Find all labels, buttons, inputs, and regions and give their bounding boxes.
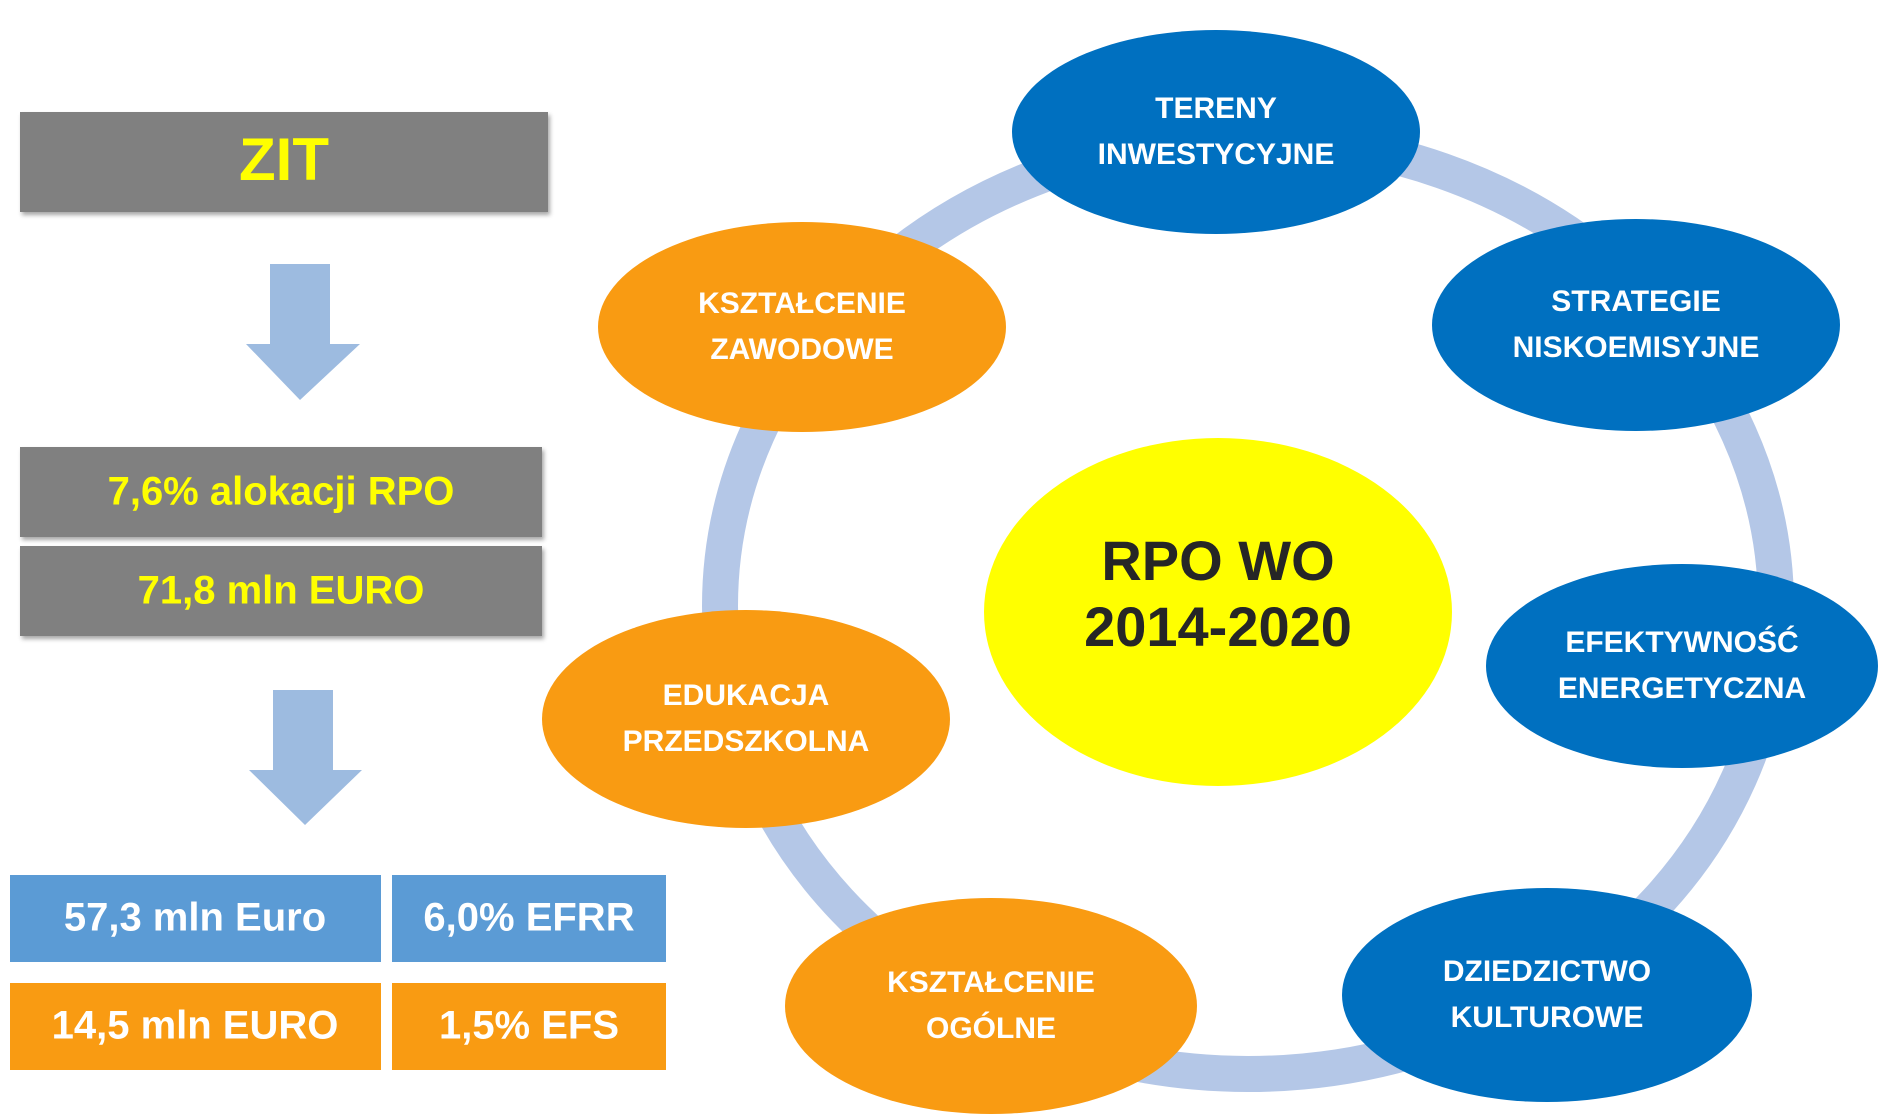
center-label: RPO WO	[1101, 529, 1334, 592]
fund-text: 57,3 mln Euro	[64, 896, 326, 940]
node-label: EFEKTYWNOŚĆ	[1565, 625, 1798, 659]
node-label: KSZTAŁCENIE	[887, 966, 1095, 999]
fund-box	[10, 983, 381, 1070]
allocation-box	[20, 447, 542, 537]
node	[1432, 219, 1840, 431]
allocation-text: 7,6% alokacji RPO	[108, 470, 455, 514]
node-label: OGÓLNE	[926, 1011, 1056, 1045]
node	[785, 898, 1197, 1114]
fund-box	[10, 875, 381, 962]
node-label: PRZEDSZKOLNA	[623, 725, 870, 758]
node-label: KULTUROWE	[1451, 1001, 1644, 1034]
node	[598, 222, 1006, 432]
fund-text: 14,5 mln EURO	[52, 1004, 339, 1048]
node-label: ZAWODOWE	[710, 333, 893, 366]
fund-text: 1,5% EFS	[439, 1004, 619, 1048]
fund-box	[392, 983, 666, 1070]
allocation-box	[20, 546, 542, 636]
arrow	[249, 690, 362, 825]
node	[542, 610, 950, 828]
node	[1342, 888, 1752, 1102]
node-label: INWESTYCYJNE	[1098, 138, 1335, 171]
node-label: NISKOEMISYJNE	[1513, 331, 1760, 364]
fund-box	[392, 875, 666, 962]
node-label: KSZTAŁCENIE	[698, 287, 906, 320]
center-circle	[984, 438, 1452, 786]
node-label: STRATEGIE	[1551, 285, 1720, 318]
zit-title: ZIT	[239, 126, 329, 193]
node-label: ENERGETYCZNA	[1558, 672, 1806, 705]
center-label: 2014-2020	[1084, 595, 1352, 658]
node-label: DZIEDZICTWO	[1443, 955, 1651, 988]
fund-text: 6,0% EFRR	[423, 896, 634, 940]
node	[1486, 564, 1878, 768]
node	[1012, 30, 1420, 234]
node-label: TERENY	[1155, 92, 1277, 125]
allocation-text: 71,8 mln EURO	[138, 569, 425, 613]
node-label: EDUKACJA	[663, 679, 830, 712]
arrow	[246, 264, 360, 400]
zit-box	[20, 112, 548, 212]
